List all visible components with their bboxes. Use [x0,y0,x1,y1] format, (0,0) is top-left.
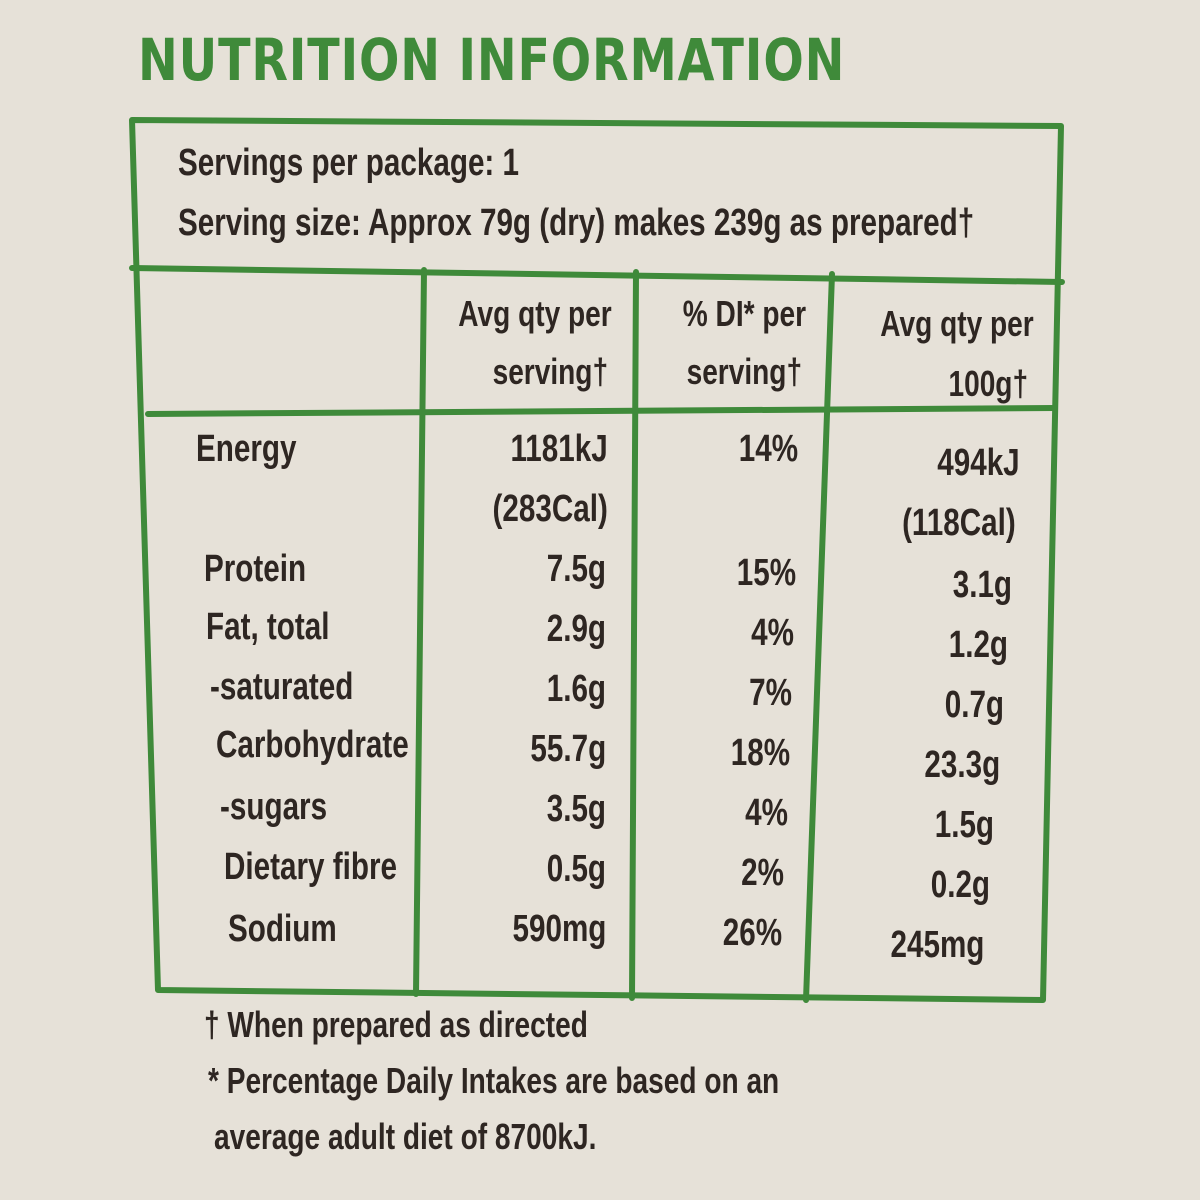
header-divider [145,405,1058,417]
footnote-asterisk-line1: * Percentage Daily Intakes are based on … [208,1060,780,1101]
protein-di: 15% [736,552,796,594]
row-name-sugars: -sugars [220,786,328,828]
footnote-asterisk-line2: average adult diet of 8700kJ. [214,1116,597,1157]
column-divider-1 [413,267,427,997]
sugars-per-serving: 3.5g [546,788,606,830]
energy-per-100g-cal: (118Cal) [902,502,1016,544]
fat-total-per-serving: 2.9g [546,608,606,650]
dietary-fibre-di: 2% [741,852,784,894]
row-name-carbohydrate: Carbohydrate [216,724,409,766]
sodium-per-serving: 590mg [512,908,606,950]
saturated-per-100g: 0.7g [944,684,1004,726]
saturated-di: 7% [749,672,792,714]
serving-size: Serving size: Approx 79g (dry) makes 239… [178,202,975,244]
header-di-line2: serving† [686,351,802,392]
fat-total-per-100g: 1.2g [948,624,1008,666]
row-name-energy: Energy [196,428,297,470]
carbohydrate-di: 18% [730,732,790,774]
dietary-fibre-per-serving: 0.5g [546,848,606,890]
servings-per-package: Servings per package: 1 [178,142,520,184]
carbohydrate-per-serving: 55.7g [530,728,606,770]
energy-per-serving-cal: (283Cal) [492,488,608,530]
sugars-per-100g: 1.5g [934,804,994,846]
sodium-per-100g: 245mg [890,924,984,966]
energy-di: 14% [738,428,798,470]
fat-total-di: 4% [751,612,794,654]
saturated-per-serving: 1.6g [546,668,606,710]
energy-per-100g: 494kJ [937,442,1020,484]
row-name-saturated: -saturated [210,666,354,708]
column-divider-2 [629,269,639,1001]
row-name-dietary-fibre: Dietary fibre [224,846,397,888]
header-per-100g-line2: 100g† [948,363,1028,404]
dietary-fibre-per-100g: 0.2g [930,864,990,906]
table-outline [129,117,1064,1003]
header-per-100g-line1: Avg qty per [880,303,1034,344]
header-per-serving-line1: Avg qty per [458,293,612,334]
header-di-line1: % DI* per [682,293,806,334]
energy-per-serving: 1181kJ [510,428,608,470]
footnote-dagger: † When prepared as directed [204,1004,588,1045]
page-title: NUTRITION INFORMATION [138,26,846,94]
servings-divider [129,265,1065,285]
protein-per-100g: 3.1g [952,564,1012,606]
row-name-sodium: Sodium [228,908,337,950]
row-name-protein: Protein [204,548,307,590]
header-per-serving-line2: serving† [492,351,608,392]
sugars-di: 4% [745,792,788,834]
protein-per-serving: 7.5g [546,548,606,590]
carbohydrate-per-100g: 23.3g [924,744,1000,786]
column-divider-3 [803,271,835,1003]
row-name-fat-total: Fat, total [206,606,330,648]
sodium-di: 26% [722,912,782,954]
